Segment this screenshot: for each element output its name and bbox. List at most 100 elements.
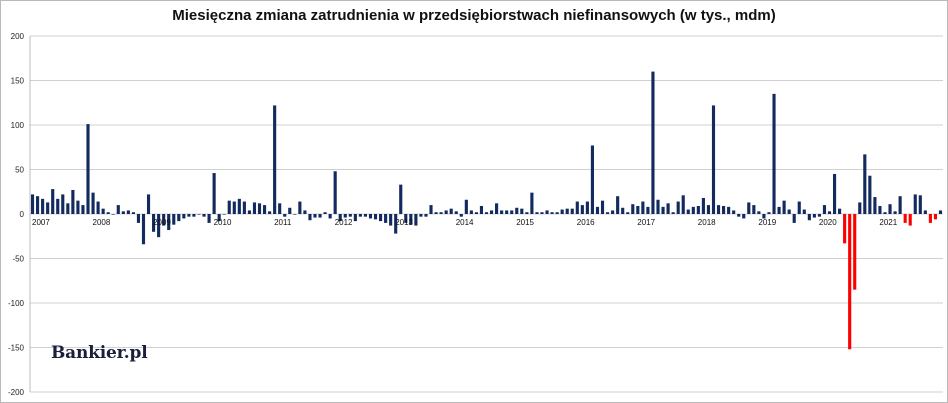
bar [888,204,892,214]
bar [81,205,85,214]
bar [661,206,665,214]
bar [146,194,151,214]
y-tick-label: 0 [20,210,25,219]
bar [348,214,352,217]
bar [671,212,675,214]
bar [379,214,383,222]
bar [293,214,297,215]
bar [878,205,882,214]
bar [313,214,317,218]
bar [646,206,650,214]
bar [162,214,166,226]
bar [444,210,448,214]
bar [283,214,287,217]
bar [938,210,943,214]
bar [545,210,549,214]
bar [722,205,726,214]
y-tick-label: 150 [11,77,25,86]
bar [116,205,120,214]
bar [384,214,388,223]
bar [631,204,635,214]
bar [656,199,660,214]
bar [484,212,489,214]
bar [257,203,262,214]
bankier-logo: Bankier.pl [51,343,148,363]
bar [237,198,241,214]
bar [570,208,574,214]
bar [177,214,181,222]
bar [222,214,226,215]
bar [913,194,917,214]
bar [106,212,110,214]
bar [928,214,932,223]
bar [883,212,887,214]
bar [711,105,716,214]
bar [469,210,473,214]
bar [202,214,206,217]
y-tick-label: 200 [11,32,25,41]
bar [757,211,761,214]
bar [61,194,65,214]
bar [737,214,741,217]
bar [242,201,246,214]
bar [404,214,408,223]
bar [822,205,827,214]
y-tick-label: -200 [8,388,25,397]
bar [792,214,796,223]
bar [273,105,277,214]
bar [540,212,544,214]
bar [580,205,584,214]
bar [459,214,463,217]
y-tick-label: -150 [8,344,25,353]
bar [752,205,756,214]
bar [207,214,211,223]
x-tick-label: 2012 [335,218,353,227]
x-tick-label: 2014 [456,218,474,227]
bar [918,195,922,214]
y-tick-label: 50 [15,166,24,175]
bar [41,198,45,214]
x-tick-label: 2013 [395,218,413,227]
bar [429,205,433,214]
bar [414,214,418,226]
bar [933,214,937,220]
bar [727,206,731,214]
bar [454,211,458,214]
bar [777,206,781,214]
bar [807,214,811,221]
bar [812,214,816,218]
bar [535,212,539,214]
bar [555,212,559,214]
bar [353,214,357,222]
bar [121,211,125,214]
bar [167,214,171,231]
bar [298,201,302,214]
bar [328,214,332,219]
bar [368,214,373,219]
bar [389,214,393,226]
bar [621,207,625,214]
x-tick-label: 2011 [274,218,292,227]
bar [560,209,564,214]
bar [141,214,146,245]
bar [333,171,337,214]
bar [252,202,257,214]
bar [262,205,267,214]
bar [363,214,368,217]
bar [767,212,771,214]
bar [641,201,645,214]
bar [96,201,100,214]
bar [520,208,524,214]
bar [500,210,504,214]
bar [898,196,902,214]
bar [373,214,378,220]
x-tick-label: 2010 [214,218,232,227]
bar [706,205,711,214]
bar [464,199,468,214]
bar [308,214,312,221]
bar [868,175,872,214]
bar [732,210,736,214]
x-tick-label: 2007 [32,218,50,227]
